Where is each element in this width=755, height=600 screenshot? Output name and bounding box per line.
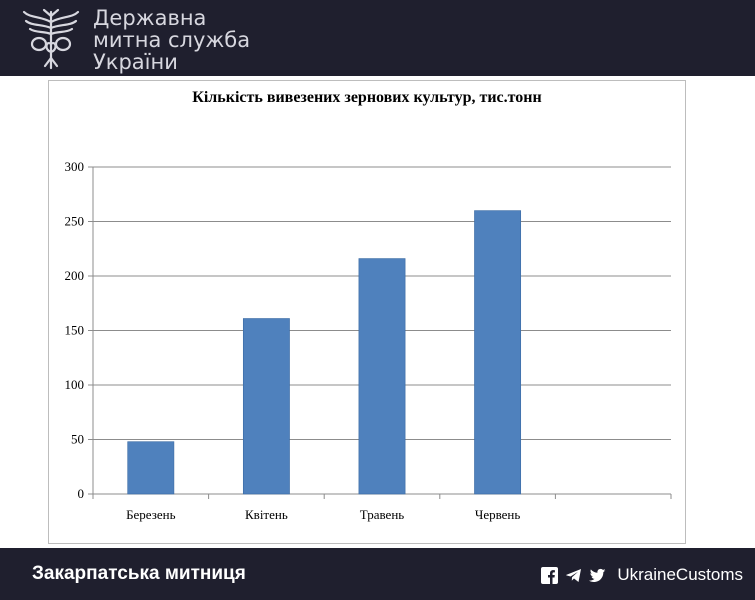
bar-chart: Кількість вивезених зернових культур, ти… <box>65 89 672 522</box>
office-name: Закарпатська митниця <box>32 563 246 584</box>
bar-4 <box>474 210 522 495</box>
x-category-label: Березень <box>126 507 176 522</box>
social-handle[interactable]: UkraineCustoms <box>617 565 743 584</box>
bar-1 <box>127 441 175 495</box>
bar-2 <box>242 318 290 495</box>
chart-panel: Кількість вивезених зернових культур, ти… <box>48 80 686 544</box>
y-tick-label: 50 <box>71 432 84 447</box>
x-category-label: Червень <box>475 507 521 522</box>
chart-title: Кількість вивезених зернових культур, ти… <box>192 89 541 106</box>
bar-3 <box>358 258 406 495</box>
y-tick-label: 200 <box>65 268 85 283</box>
brand-line-3: України <box>93 50 178 74</box>
twitter-icon[interactable] <box>589 567 606 584</box>
x-category-label: Травень <box>360 507 405 522</box>
social-links: UkraineCustoms <box>541 565 743 585</box>
y-tick-label: 300 <box>65 159 85 174</box>
telegram-icon[interactable] <box>565 567 582 584</box>
header-bar: Державна митна служба України <box>0 0 755 76</box>
brand-line-2: митна служба <box>93 28 251 52</box>
y-tick-label: 0 <box>78 486 85 501</box>
footer-bar: Закарпатська митниця UkraineCustoms <box>0 548 755 600</box>
y-tick-label: 250 <box>65 214 85 229</box>
brand-name: Державна митна служба України <box>93 7 250 73</box>
facebook-icon[interactable] <box>541 566 559 584</box>
y-tick-label: 100 <box>65 377 85 392</box>
customs-emblem-icon <box>22 8 80 70</box>
y-tick-label: 150 <box>65 323 85 338</box>
x-category-label: Квітень <box>245 507 288 522</box>
brand-line-1: Державна <box>93 6 207 30</box>
